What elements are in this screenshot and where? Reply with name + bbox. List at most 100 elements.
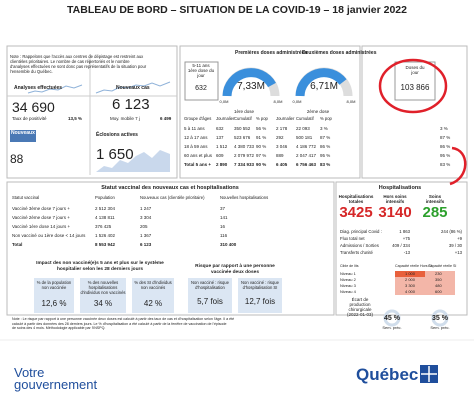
label: Diag. principal Covid : — [340, 229, 382, 234]
label: hospitalisations — [88, 285, 118, 290]
table-header: Journalier — [276, 116, 295, 121]
label: jour — [197, 73, 205, 78]
table-cell: 2 000 — [405, 277, 416, 282]
table-cell: 376 425 — [95, 224, 112, 229]
table-cell: Niveau 3 — [340, 283, 356, 288]
label: Analyses effectuées — [14, 85, 63, 91]
table-cell: 37 — [220, 206, 226, 211]
table-cell: 4 138 811 — [95, 215, 115, 220]
table-cell: 523 676 — [234, 135, 251, 140]
label: Soins — [428, 194, 442, 199]
table-cell: Total 5 ans + — [184, 162, 212, 167]
table-cell: 2 079 972 — [234, 153, 255, 158]
table-cell: 2 512 304 — [95, 206, 116, 211]
label: Admissions / Sorties — [340, 243, 379, 248]
note: d'analyses effectuées ne sont donc pas r… — [10, 64, 147, 69]
table-cell: Total — [12, 242, 23, 247]
gauge — [222, 68, 276, 97]
table-cell: 4 380 733 — [234, 144, 255, 149]
table-cell: 4 000 — [405, 289, 416, 294]
table-cell: 87 % — [320, 135, 331, 140]
value: 35 % — [432, 315, 448, 322]
label: Transferts d'unité — [340, 250, 373, 255]
note: de soins des 4 mois. Méthodologie applic… — [12, 326, 106, 330]
table-header: Cumulatif — [234, 116, 252, 121]
flag-cross — [421, 366, 437, 382]
donut — [431, 309, 449, 327]
label: Écart de — [351, 297, 369, 302]
note: Note : Rappelons que l'accès aux centres… — [10, 54, 144, 59]
value: 3140 — [378, 204, 412, 221]
table-cell: 3 300 — [405, 283, 416, 288]
table-cell: Vacciné 3ème dose 7 jours + — [12, 206, 70, 211]
note: Note : Le risque par rapport à une perso… — [12, 317, 235, 321]
label: (2022-01-03) — [346, 312, 374, 317]
label: totales — [348, 199, 364, 204]
table-cell: 889 — [276, 153, 284, 158]
label: Nouveaux décès — [11, 130, 51, 136]
table-cell: Vacciné 1ère dose 14 jours + — [12, 224, 71, 229]
label: 8,0M — [346, 99, 356, 104]
table-cell: 141 — [220, 215, 228, 220]
table-cell: 86 % — [440, 144, 451, 149]
table-header: Cumulatif — [296, 116, 314, 121]
label: 409 / 334 — [392, 243, 410, 248]
table-header: Cible de lits — [340, 264, 359, 268]
table-header: Nouveaux cas (clientèle prioritaire) — [140, 195, 205, 200]
third-box — [394, 61, 436, 101]
value: 5,7 fois — [197, 297, 223, 306]
label: 244 (86 %) — [440, 229, 462, 234]
label: 1ère dose — [233, 109, 255, 114]
table-cell: 87 % — [440, 135, 451, 140]
value: 12,7 fois — [244, 297, 276, 306]
table-cell: 91 % — [256, 135, 267, 140]
label: Sem. préc. — [382, 325, 402, 330]
label: 8,0M — [273, 99, 283, 104]
table-cell: 1 000 — [405, 271, 416, 276]
label: +75 — [402, 236, 410, 241]
gauge — [295, 68, 347, 97]
value: 42 % — [143, 299, 163, 308]
table-cell: 3 304 — [140, 215, 152, 220]
label: +9 — [457, 236, 462, 241]
table-cell: 90 % — [256, 162, 267, 167]
table-cell: 16 — [220, 224, 226, 229]
label: +13 — [454, 250, 462, 255]
table-cell: 1 367 — [140, 233, 152, 238]
table-cell: 310 400 — [220, 242, 237, 247]
table-cell: 600 — [435, 289, 442, 294]
table-header: Population — [95, 195, 115, 200]
impact-box — [34, 278, 74, 313]
table-cell: 22 093 — [296, 126, 310, 131]
table-header: Statut vaccinal — [12, 195, 40, 200]
value: 632 — [195, 85, 207, 92]
label: 13,5 % — [68, 116, 83, 121]
table-header: Capacité réelle Hors SI — [395, 264, 432, 268]
logo: Votre — [14, 365, 45, 380]
risk-box — [188, 278, 232, 313]
label: vaccinée deux doses — [211, 270, 259, 275]
label: Hors soins — [383, 194, 407, 199]
label: hospitalier selon les 28 derniers jours — [56, 267, 144, 272]
value: 88 — [10, 152, 24, 166]
table-cell: 83 % — [440, 162, 451, 167]
table-cell: 86 % — [320, 144, 331, 149]
label: 6 499 — [160, 116, 172, 121]
table-header: Capacité réelle SI — [428, 264, 457, 268]
table-cell: 350 552 — [234, 126, 251, 131]
label: d'hospitalisation — [195, 285, 225, 290]
impact-box — [132, 278, 174, 313]
table-header: % pop — [320, 116, 332, 121]
label: non vaccinés — [140, 285, 166, 290]
value: 34 690 — [12, 99, 55, 115]
table-header: Groupe d'âges — [184, 116, 212, 121]
table-cell: 60 ans et plus — [184, 153, 213, 158]
label: Non vacciné : risque — [241, 280, 279, 285]
table-cell: Niveau 4 — [340, 289, 356, 294]
label: % de la population — [36, 280, 72, 285]
table-cell: 2 047 417 — [296, 153, 317, 158]
risk-box — [238, 278, 282, 313]
sparkline — [27, 84, 83, 94]
label: d'hospitalisation SI — [242, 285, 278, 290]
